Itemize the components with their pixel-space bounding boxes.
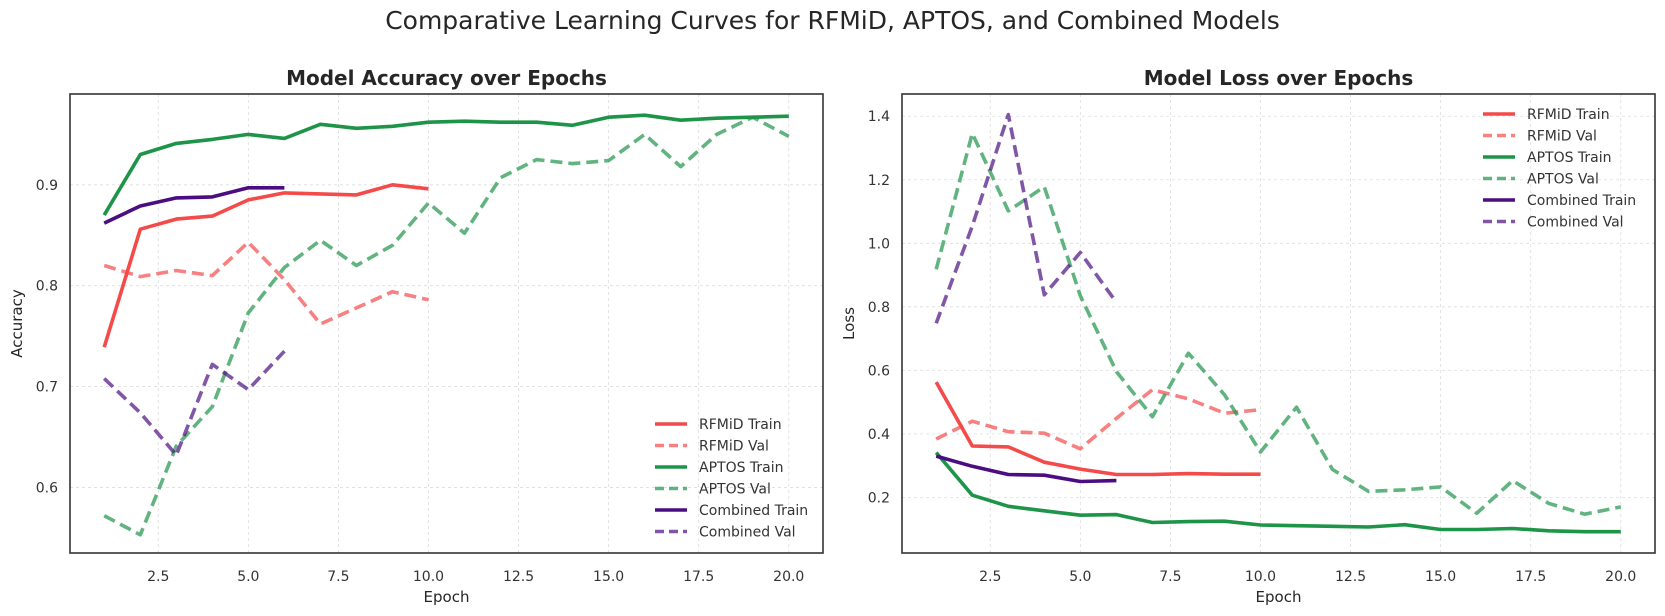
loss-ytick-label: 1.0 — [868, 236, 890, 252]
accuracy-legend-label: RFMiD Train — [699, 417, 782, 433]
figure-suptitle: Comparative Learning Curves for RFMiD, A… — [385, 6, 1280, 35]
loss-xtick-label: 12.5 — [1335, 569, 1366, 585]
loss-ytick-label: 0.8 — [868, 300, 890, 316]
loss-legend-label: RFMiD Val — [1527, 129, 1597, 145]
accuracy-y-axis-label: Accuracy — [8, 289, 26, 358]
loss-series-aptos-val — [934, 131, 1622, 517]
accuracy-legend-label: RFMiD Val — [699, 439, 769, 455]
loss-xtick-label: 7.5 — [1159, 569, 1181, 585]
accuracy-legend-label: APTOS Train — [699, 460, 784, 476]
accuracy-ytick-label: 0.6 — [36, 480, 58, 496]
accuracy-xtick-label: 12.5 — [503, 569, 534, 585]
loss-chart-title: Model Loss over Epochs — [1144, 66, 1413, 90]
loss-legend-label: APTOS Val — [1527, 172, 1599, 188]
loss-ytick-label: 1.4 — [868, 109, 890, 125]
accuracy-series-rfmid-train — [102, 183, 429, 348]
loss-legend-label: Combined Train — [1527, 193, 1636, 209]
accuracy-ytick-label: 0.7 — [36, 380, 58, 396]
accuracy-axes-frame — [69, 93, 824, 554]
loss-series-rfmid-train — [934, 381, 1261, 477]
accuracy-legend-label: APTOS Val — [699, 482, 771, 498]
loss-ytick-label: 0.6 — [868, 363, 890, 379]
loss-series-rfmid-val — [935, 387, 1261, 451]
accuracy-series-combined-val — [102, 349, 286, 457]
loss-legend: RFMiD Train RFMiD Val APTOS Train APTOS Val… — [1483, 107, 1636, 231]
loss-xtick-label: 15.0 — [1425, 569, 1456, 585]
accuracy-xtick-label: 5.0 — [237, 569, 259, 585]
accuracy-ytick-label: 0.9 — [36, 178, 58, 194]
accuracy-xtick-label: 7.5 — [327, 569, 349, 585]
loss-series-aptos-train — [934, 451, 1621, 534]
accuracy-series-combined-train — [103, 186, 285, 225]
accuracy-ytick-label: 0.8 — [36, 279, 58, 295]
accuracy-legend: RFMiD Train RFMiD Val APTOS Train APTOS Val… — [655, 417, 808, 541]
accuracy-x-axis-label: Epoch — [424, 588, 470, 606]
loss-xtick-label: 2.5 — [979, 569, 1001, 585]
accuracy-xtick-label: 15.0 — [593, 569, 624, 585]
loss-legend-label: Combined Val — [1527, 215, 1624, 231]
loss-y-axis-label: Loss — [840, 307, 858, 340]
loss-ytick-label: 1.2 — [868, 173, 890, 189]
accuracy-xtick-label: 10.0 — [413, 569, 444, 585]
loss-series-combined-val — [934, 112, 1118, 324]
loss-legend-label: APTOS Train — [1527, 150, 1612, 166]
loss-xtick-label: 20.0 — [1605, 569, 1636, 585]
loss-xtick-label: 5.0 — [1069, 569, 1091, 585]
accuracy-legend-label: Combined Val — [699, 525, 796, 541]
loss-x-axis-label: Epoch — [1256, 588, 1302, 606]
accuracy-legend-label: Combined Train — [699, 503, 808, 519]
loss-ytick-label: 0.2 — [868, 490, 890, 506]
loss-ytick-label: 0.4 — [868, 427, 890, 443]
accuracy-xtick-label: 17.5 — [683, 569, 714, 585]
accuracy-xtick-label: 20.0 — [773, 569, 804, 585]
accuracy-series-rfmid-val — [103, 240, 429, 326]
accuracy-xtick-label: 2.5 — [147, 569, 169, 585]
loss-series-combined-train — [935, 454, 1117, 484]
accuracy-chart-title: Model Accuracy over Epochs — [286, 66, 607, 90]
loss-xtick-label: 17.5 — [1515, 569, 1546, 585]
accuracy-series-aptos-train — [102, 113, 789, 217]
accuracy-series-aptos-val — [103, 115, 790, 537]
loss-axes-frame — [901, 93, 1656, 554]
loss-xtick-label: 10.0 — [1245, 569, 1276, 585]
loss-legend-label: RFMiD Train — [1527, 107, 1610, 123]
